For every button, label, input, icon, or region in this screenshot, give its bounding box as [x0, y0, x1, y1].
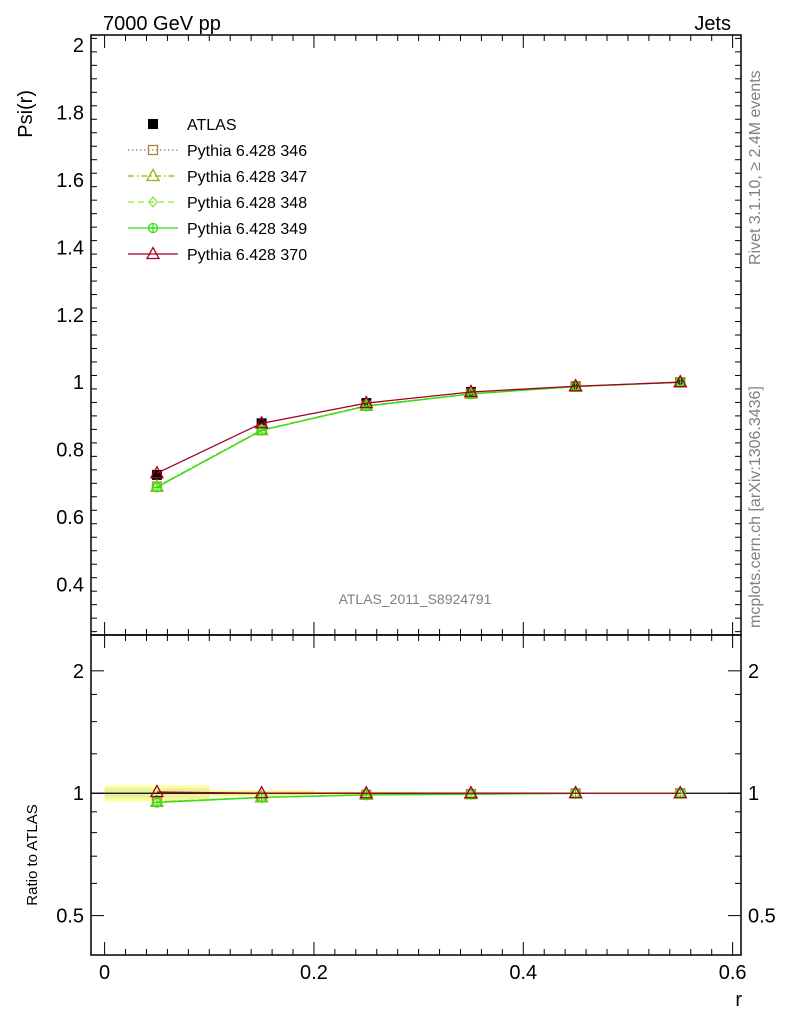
x-axis-label: r — [735, 989, 742, 1011]
watermark: ATLAS_2011_S8924791 — [339, 591, 492, 607]
series-2 — [149, 374, 688, 492]
data-point — [151, 469, 162, 480]
y-tick-label: 0.4 — [56, 574, 84, 596]
ratio-series-4 — [149, 784, 688, 799]
series-0 — [151, 377, 686, 480]
x-tick-label: 0.4 — [509, 962, 537, 984]
data-point — [568, 378, 583, 392]
y-tick-label: 1 — [73, 372, 84, 394]
mcplots-label: mcplots.cern.ch [arXiv:1306.3436] — [747, 386, 764, 628]
legend-item: ATLAS — [148, 117, 237, 134]
series-3 — [152, 376, 686, 493]
ratio-ylabel: Ratio to ATLAS — [24, 804, 41, 905]
ratio-point — [359, 785, 374, 799]
legend-item: Pythia 6.428 347 — [128, 168, 307, 186]
series-4 — [151, 377, 686, 493]
legend-label: Pythia 6.428 347 — [187, 169, 307, 186]
legend-marker — [145, 246, 161, 260]
legend-item: Pythia 6.428 349 — [128, 221, 307, 238]
ratio-line — [156, 791, 681, 794]
legend-marker — [148, 119, 158, 129]
data-point — [151, 482, 163, 493]
x-tick-label: 0.6 — [719, 962, 747, 984]
series-line — [156, 381, 681, 474]
main-panel: 0.4 0.6 0.8 1 1.2 1.4 1.6 1.8 2 — [56, 34, 742, 636]
rivet-label: Rivet 3.1.10, ≥ 2.4M events — [747, 70, 764, 265]
y-tick-label: 0.6 — [56, 507, 84, 529]
legend-label: Pythia 6.428 349 — [187, 221, 307, 238]
ratio-point — [151, 797, 163, 808]
y-tick-label: 2 — [73, 35, 84, 57]
y-tick-label: 0.8 — [56, 440, 84, 462]
legend-label: Pythia 6.428 346 — [187, 143, 307, 160]
legend-marker — [147, 222, 159, 234]
legend-marker — [145, 168, 161, 182]
ratio-point — [568, 785, 583, 799]
y-tick-label: 0.5 — [56, 906, 84, 928]
series-5 — [149, 374, 688, 479]
header-left: 7000 GeV pp — [103, 13, 221, 35]
ratio-series-1 — [149, 785, 688, 808]
x-tick-label: 0.2 — [300, 962, 328, 984]
ratio-point — [254, 785, 269, 799]
header-right: Jets — [694, 13, 731, 35]
y-tick-label: 2 — [73, 661, 84, 683]
data-point — [359, 395, 374, 409]
y-tick-label-right: 0.5 — [748, 906, 776, 928]
series-1 — [151, 377, 686, 492]
legend-label: Pythia 6.428 370 — [187, 247, 307, 264]
legend-marker — [148, 195, 158, 209]
y-tick-label: 1.4 — [56, 237, 84, 259]
y-tick-label: 1.8 — [56, 103, 84, 125]
y-tick-label-right: 1 — [748, 783, 759, 805]
main-ylabel: Psi(r) — [15, 90, 37, 138]
data-point — [256, 425, 267, 436]
data-point — [149, 465, 165, 479]
ratio-point — [673, 785, 688, 799]
data-point — [673, 374, 688, 388]
ratio-point — [463, 785, 479, 799]
legend-marker — [147, 144, 159, 156]
ratio-panel: 0.5 0.5 1 1 2 2 0 0.2 0.4 0.6 — [56, 634, 776, 984]
ratio-point — [149, 784, 165, 798]
legend-label: ATLAS — [187, 117, 237, 134]
legend: ATLAS Pythia 6.428 346 Pythia 6.428 347 Pyt… — [128, 117, 307, 264]
data-point — [463, 384, 479, 398]
y-tick-label: 1 — [73, 783, 84, 805]
y-tick-label: 1.2 — [56, 305, 84, 327]
x-tick-label: 0 — [99, 962, 110, 984]
legend-label: Pythia 6.428 348 — [187, 195, 307, 212]
legend-item: Pythia 6.428 346 — [128, 143, 307, 160]
ratio-frame — [90, 634, 742, 956]
y-tick-label: 1.6 — [56, 170, 84, 192]
y-tick-label-right: 2 — [748, 661, 759, 683]
legend-item: Pythia 6.428 348 — [128, 195, 307, 212]
data-point — [254, 415, 269, 429]
legend-item: Pythia 6.428 370 — [128, 246, 307, 264]
